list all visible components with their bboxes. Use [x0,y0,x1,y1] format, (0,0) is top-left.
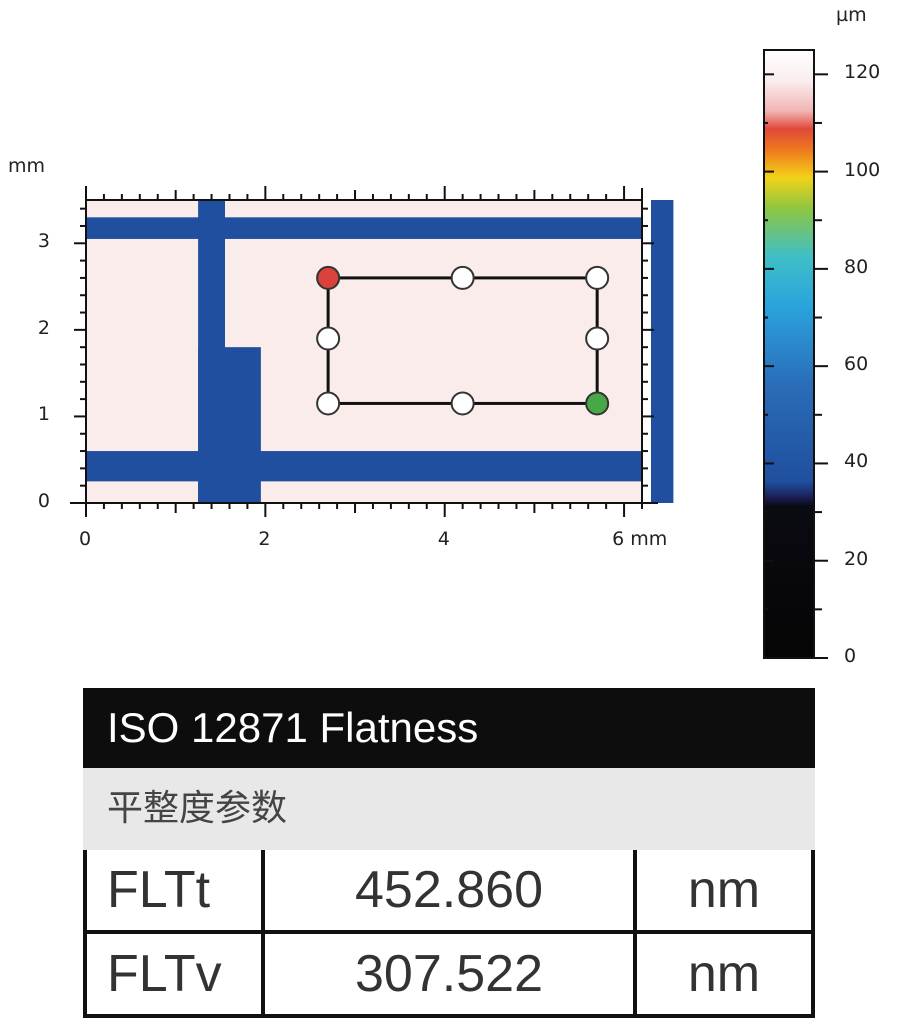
groove-region [198,347,261,503]
x-tick-label: 6 mm [612,528,668,550]
colorbar-tick-label: 100 [844,158,881,181]
table-title: ISO 12871 Flatness [83,688,815,768]
param-name: FLTt [87,850,265,930]
colorbar-tick-label: 40 [844,450,869,473]
measurement-point [316,391,341,416]
colorbar-unit-label: µm [836,4,867,26]
x-tick-label: 2 [258,528,271,550]
table-row: FLTt 452.860 nm [83,850,815,934]
flatness-table: ISO 12871 Flatness 平整度参数 FLTt 452.860 nm… [83,688,815,1018]
colorbar [763,49,815,659]
colorbar-tick-label: 120 [844,61,881,84]
measurement-point [450,391,475,416]
y-axis-unit-label: mm [8,155,46,177]
measurement-point [585,391,610,416]
measurement-point [585,265,610,290]
measurement-point [585,326,610,351]
colorbar-tick-label: 0 [844,645,857,667]
groove-region [86,451,642,482]
groove-region [86,217,642,239]
colorbar-tick-label: 80 [844,255,869,278]
colorbar-tick-label: 20 [844,547,869,570]
colorbar-tick-label: 60 [844,353,869,376]
param-name: FLTv [87,934,265,1014]
y-tick-label: 1 [37,403,50,426]
measurement-point [316,326,341,351]
table-row: FLTv 307.522 nm [83,934,815,1018]
param-value: 452.860 [265,850,637,930]
x-tick-label: 0 [79,528,92,550]
param-value: 307.522 [265,934,637,1014]
param-unit: nm [687,945,761,1003]
y-tick-label: 0 [37,490,50,512]
param-unit: nm [687,861,761,919]
measurement-point [316,265,341,290]
groove-region [650,200,674,503]
measurement-point [450,265,475,290]
table-subtitle: 平整度参数 [83,768,815,850]
y-tick-label: 3 [37,230,50,253]
y-tick-label: 2 [37,316,50,339]
x-tick-label: 4 [437,528,450,550]
height-map-chart [70,49,828,659]
